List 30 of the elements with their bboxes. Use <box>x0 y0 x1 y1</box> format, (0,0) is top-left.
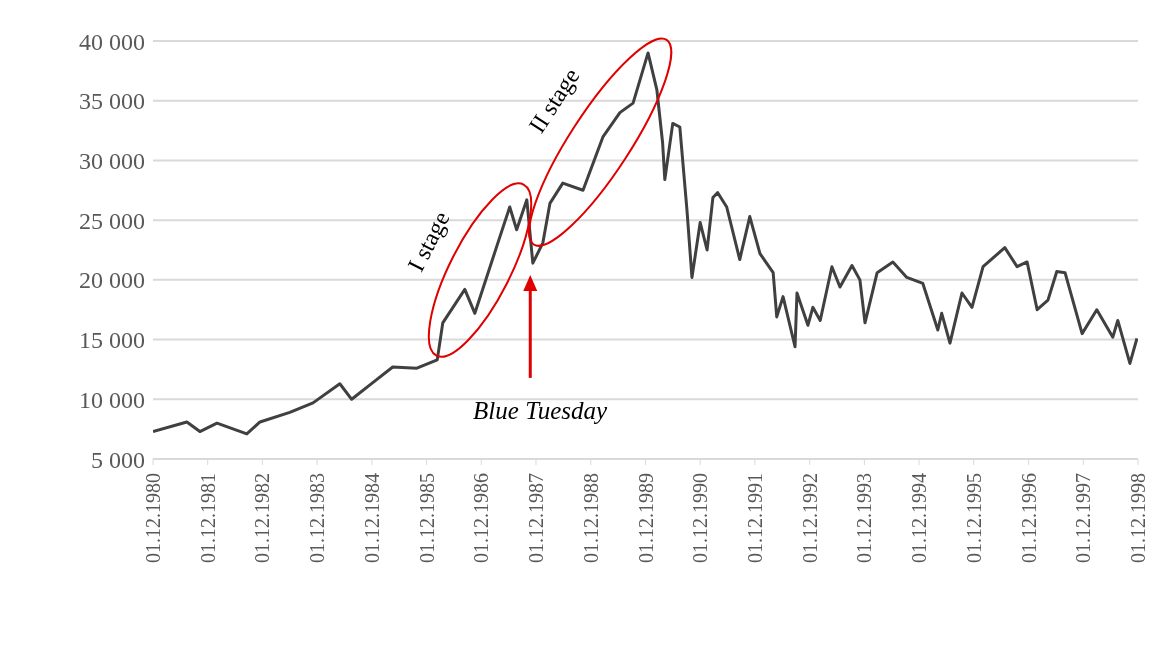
y-tick-label: 40 000 <box>79 28 145 55</box>
x-tick-label: 01.12.1992 <box>798 473 821 563</box>
x-tick-label: 01.12.1997 <box>1072 473 1095 563</box>
annotation: I stage <box>402 207 455 276</box>
x-tick-label: 01.12.1982 <box>251 473 274 563</box>
x-tick-label: 01.12.1993 <box>853 473 876 563</box>
x-tick-label: 01.12.1980 <box>142 473 164 563</box>
y-tick-label: 30 000 <box>79 147 145 174</box>
y-tick-label: 20 000 <box>79 267 145 294</box>
x-tick-label: 01.12.1987 <box>524 473 547 563</box>
line-series <box>153 51 1138 436</box>
x-tick-label: 01.12.1989 <box>634 473 657 563</box>
x-tick-label: 01.12.1996 <box>1017 473 1040 563</box>
y-tick-label: 35 000 <box>79 88 145 115</box>
x-tick-label: 01.12.1998 <box>1127 473 1149 563</box>
y-tick-label: 10 000 <box>79 386 145 413</box>
x-tick-label: 01.12.1981 <box>196 473 219 563</box>
x-tick-label: 01.12.1988 <box>579 473 602 563</box>
x-tick-label: 01.12.1995 <box>962 473 985 563</box>
x-tick-label: 01.12.1984 <box>360 473 383 563</box>
x-tick-label: 01.12.1994 <box>908 473 931 563</box>
x-tick-label: 01.12.1990 <box>689 473 712 563</box>
y-tick-label: 5 000 <box>91 446 145 473</box>
x-tick-label: 01.12.1986 <box>470 473 493 563</box>
x-tick-label: 01.12.1991 <box>743 473 766 563</box>
y-tick-label: 25 000 <box>79 207 145 234</box>
x-tick-label: 01.12.1983 <box>306 473 329 563</box>
x-tick-label: 01.12.1985 <box>415 473 438 563</box>
annotation: Blue Tuesday <box>473 397 609 425</box>
y-tick-label: 15 000 <box>79 327 145 354</box>
